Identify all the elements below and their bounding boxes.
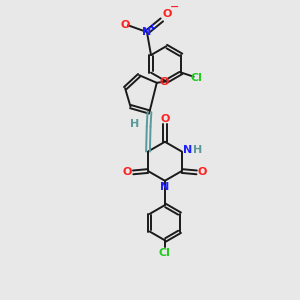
Text: H: H bbox=[130, 119, 139, 130]
Text: Cl: Cl bbox=[159, 248, 171, 258]
Text: O: O bbox=[122, 167, 132, 177]
Text: +: + bbox=[148, 23, 155, 32]
Text: N: N bbox=[183, 145, 192, 155]
Text: O: O bbox=[121, 20, 130, 30]
Text: O: O bbox=[160, 77, 169, 87]
Text: N: N bbox=[160, 182, 170, 192]
Text: O: O bbox=[162, 9, 171, 19]
Text: H: H bbox=[193, 145, 202, 155]
Text: −: − bbox=[170, 2, 179, 12]
Text: O: O bbox=[198, 167, 207, 177]
Text: O: O bbox=[160, 114, 170, 124]
Text: Cl: Cl bbox=[190, 73, 202, 83]
Text: N: N bbox=[142, 27, 152, 37]
